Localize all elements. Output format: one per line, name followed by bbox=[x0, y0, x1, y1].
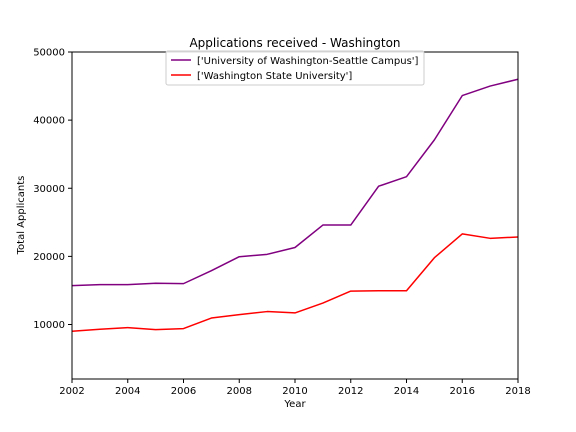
x-tick-label-2016: 2016 bbox=[450, 386, 475, 397]
y-tick-label-50000: 50000 bbox=[33, 48, 65, 59]
x-tick-label-2004: 2004 bbox=[115, 386, 140, 397]
x-axis-label: Year bbox=[283, 399, 306, 410]
chart-title: Applications received - Washington bbox=[189, 36, 400, 50]
x-tick-label-2006: 2006 bbox=[171, 386, 196, 397]
legend-label-uw: ['University of Washington-Seattle Campu… bbox=[197, 56, 419, 67]
ticks-layer: 2002 2004 2006 2008 2010 2012 2014 2016 2018 1000… bbox=[33, 48, 531, 398]
x-tick-label-2002: 2002 bbox=[59, 386, 84, 397]
legend-label-wsu: ['Washington State University'] bbox=[197, 71, 352, 82]
legend: ['University of Washington-Seattle Campu… bbox=[165, 50, 425, 86]
legend-frame bbox=[165, 50, 425, 86]
x-tick-label-2010: 2010 bbox=[282, 386, 307, 397]
series-line-wsu bbox=[71, 233, 519, 333]
x-tick-label-2018: 2018 bbox=[505, 386, 530, 397]
y-tick-label-10000: 10000 bbox=[33, 320, 65, 331]
y-tick-label-20000: 20000 bbox=[33, 252, 65, 263]
x-tick-label-2014: 2014 bbox=[394, 386, 419, 397]
y-axis-label: Total Applicants bbox=[16, 176, 27, 256]
series-line-uw bbox=[71, 78, 519, 287]
y-tick-label-40000: 40000 bbox=[33, 116, 65, 127]
x-tick-label-2008: 2008 bbox=[227, 386, 252, 397]
y-tick-label-30000: 30000 bbox=[33, 184, 65, 195]
x-tick-label-2012: 2012 bbox=[338, 386, 363, 397]
series-layer bbox=[71, 78, 519, 333]
